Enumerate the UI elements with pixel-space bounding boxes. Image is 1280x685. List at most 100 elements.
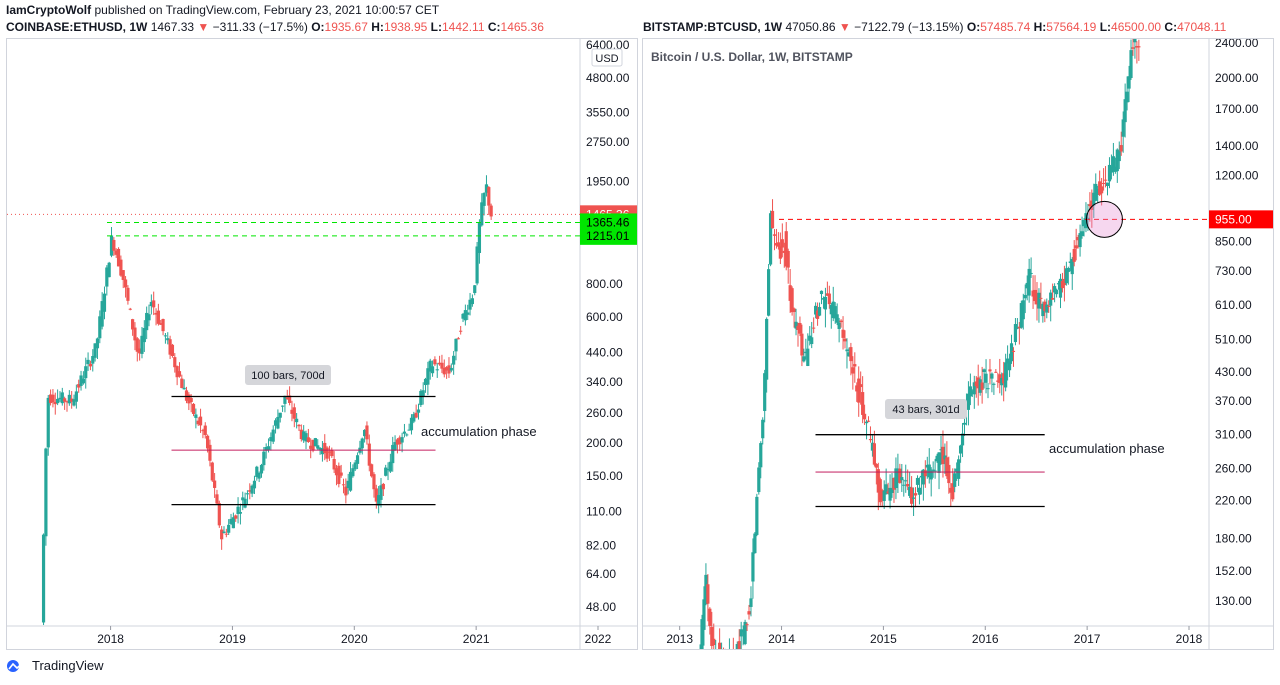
candle-body (913, 493, 918, 496)
candle-body (339, 472, 343, 476)
candle-body (1031, 290, 1035, 297)
tradingview-footer[interactable]: TradingView (6, 658, 104, 673)
candle-body (252, 480, 257, 489)
author-name[interactable]: IamCryptoWolf (6, 3, 92, 17)
y-tick-label: 200.00 (586, 436, 623, 450)
candle-body (992, 383, 996, 385)
candle-body (868, 438, 873, 441)
candle-body (409, 417, 414, 431)
candle-body (217, 503, 221, 526)
candle-body (51, 394, 55, 403)
candle-body (925, 464, 929, 468)
candle-body (271, 429, 275, 442)
price-label-box (1209, 210, 1273, 229)
candle-body (1004, 362, 1008, 388)
candle-body (778, 246, 782, 259)
candle-body (1117, 150, 1121, 162)
price-label: 1365.46 (586, 215, 630, 229)
y-tick-label: 850.00 (1215, 235, 1252, 249)
candle-body (1078, 233, 1082, 248)
candle-body (1049, 292, 1053, 306)
candle-body (737, 641, 741, 654)
candle-body (1127, 76, 1131, 89)
breakout-highlight-circle (1085, 200, 1123, 238)
candle-body (196, 420, 200, 425)
chart-panel-ethusd[interactable]: 6400.00 4800.00 3550.00 2750.00 1950.00 800.0… (6, 38, 638, 650)
candle-body (365, 425, 369, 440)
candle-body (839, 320, 843, 323)
candle-body (796, 325, 800, 330)
candle-body (1045, 304, 1049, 313)
candle-body (330, 449, 334, 457)
candle-body (180, 378, 184, 388)
low-value: 1442.11 (442, 20, 485, 34)
price-label-box (580, 226, 637, 245)
candle-body (857, 378, 861, 403)
y-tick-label: 110.00 (586, 505, 622, 519)
down-arrow-icon: ▼ (838, 20, 851, 34)
candle-body (407, 429, 411, 431)
candle-body (421, 390, 425, 397)
chart-ethusd[interactable]: 6400.004800.003550.002750.001950.00800.0… (7, 38, 637, 649)
candle-body (1015, 327, 1019, 329)
candle-body (859, 384, 863, 388)
candle-body (231, 517, 235, 529)
candle-body (320, 448, 325, 455)
candle-body (53, 401, 57, 405)
published-text: published on TradingView.com, February 2… (94, 3, 440, 17)
candle-body (109, 235, 114, 256)
candle-body (159, 323, 163, 325)
candle-body (203, 425, 207, 436)
candle-body (482, 192, 486, 206)
x-tick-label: 2016 (972, 632, 999, 646)
candle-body (292, 407, 296, 419)
candle-body (929, 470, 933, 480)
accumulation-phase-label: accumulation phase (421, 424, 537, 439)
chart-btcusd[interactable]: 2400.00 2000.00 1700.00 1400.00 1200.00 850.0… (643, 35, 1273, 685)
candle-body (847, 352, 851, 357)
candle-body (835, 314, 839, 323)
x-tick-label: 2018 (1176, 632, 1203, 646)
candle-body (782, 250, 786, 253)
candle-body (95, 338, 100, 349)
candle-body (976, 377, 980, 389)
candle-body (1023, 294, 1027, 299)
candle-body (966, 393, 971, 410)
candle-body (388, 461, 392, 472)
open-value: 57485.74 (980, 20, 1031, 34)
candle-body (353, 462, 357, 470)
candle-body (381, 483, 385, 490)
candle-body (949, 487, 953, 493)
candle-body (776, 242, 781, 247)
high-value: 1938.95 (383, 20, 428, 34)
candle-body (745, 624, 749, 626)
y-tick-label: 370.00 (1215, 394, 1252, 408)
y-tick-label: 800.00 (586, 277, 623, 291)
candle-body (332, 459, 336, 470)
candle-body (849, 347, 853, 362)
candle-body (290, 409, 294, 414)
candle-body (288, 395, 292, 403)
symbol-label[interactable]: BITSTAMP:BTCUSD, 1W (643, 20, 783, 34)
candle-body (755, 496, 759, 535)
y-tick-label: 1200.00 (1215, 169, 1259, 183)
candle-body (452, 355, 456, 365)
price-label: 1215.01 (586, 229, 630, 243)
candle-body (299, 429, 303, 440)
chart-panel-btcusd[interactable]: 2400.00 2000.00 1700.00 1400.00 1200.00 850.0… (642, 35, 1274, 685)
candle-body (210, 462, 214, 481)
symbol-label[interactable]: COINBASE:ETHUSD, 1W (6, 20, 148, 34)
candle-body (147, 314, 151, 321)
candle-body (882, 490, 886, 502)
candle-body (459, 330, 463, 332)
y-tick-label: 150.00 (586, 469, 623, 483)
candle-body (780, 239, 784, 248)
candle-body (790, 288, 794, 313)
candle-body (921, 469, 925, 485)
candle-body (79, 375, 83, 386)
candle-body (1090, 200, 1094, 210)
candle-body (1035, 296, 1039, 305)
candle-body (245, 493, 250, 495)
candle-body (487, 187, 491, 206)
range-measure-label: 100 bars, 700d (251, 370, 324, 382)
